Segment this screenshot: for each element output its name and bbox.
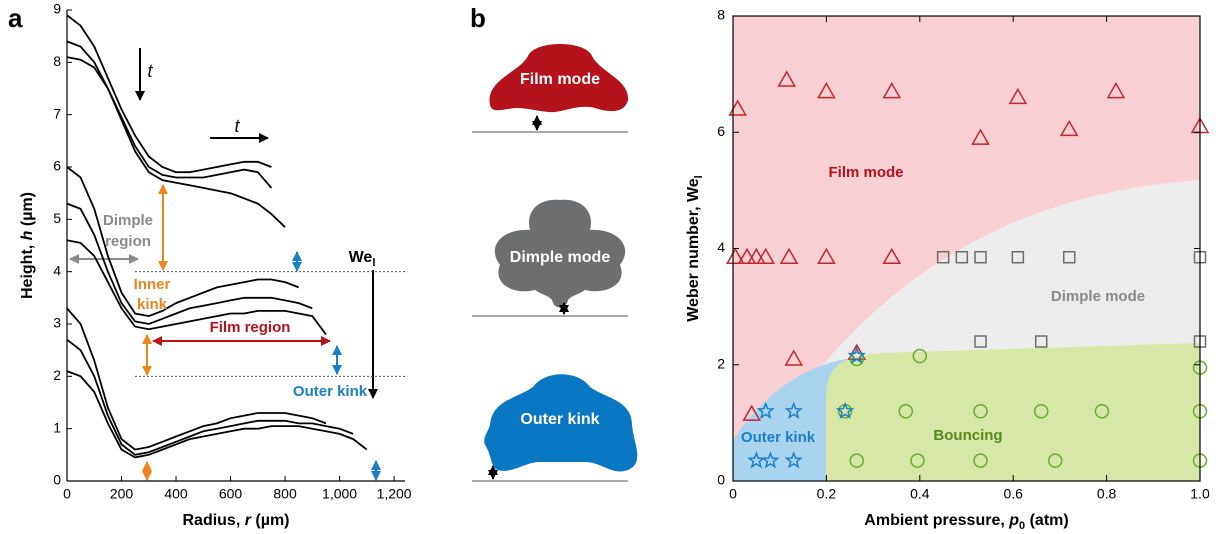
y-tick-label: 8 xyxy=(53,53,61,69)
y-tick-label: 2 xyxy=(53,367,61,383)
region-label: Outer kink xyxy=(741,429,816,446)
x-tick-label: 0.4 xyxy=(910,486,930,502)
x-tick-label: 600 xyxy=(219,486,243,502)
profile-curve xyxy=(67,57,285,227)
annotation-part: We xyxy=(349,249,373,266)
y-tick-label: 4 xyxy=(53,262,61,278)
x-tick-label: 200 xyxy=(110,486,134,502)
figure: b Film mode Dimple mode Outer kink a 0 1 2 3… xyxy=(0,0,1222,534)
x-axis-label-part: (atm) xyxy=(1025,512,1069,529)
y-axis-label-part: (µm) xyxy=(19,192,36,231)
annotation: region xyxy=(105,233,151,250)
annotation: Film region xyxy=(210,319,291,336)
panel-b: b Film mode Dimple mode Outer kink xyxy=(470,3,637,481)
x-tick-label: 1.0 xyxy=(1190,486,1210,502)
annotation: t xyxy=(234,116,240,136)
y-tick-label: 3 xyxy=(53,315,61,331)
x-tick-label: 0.2 xyxy=(817,486,837,502)
profile-curve xyxy=(67,167,299,316)
x-axis-label: Ambient pressure, p0 (atm) xyxy=(864,512,1068,532)
y-tick-label: 6 xyxy=(717,123,725,139)
y-tick-label: 8 xyxy=(717,7,725,23)
y-tick-label: 4 xyxy=(717,239,725,255)
x-tick-label: 0.6 xyxy=(1003,486,1023,502)
annotation: Inner xyxy=(134,276,171,293)
x-tick-label: 1,000 xyxy=(322,486,357,502)
y-tick-label: 9 xyxy=(53,1,61,17)
annotation: Wel xyxy=(349,249,376,269)
y-tick-label: 0 xyxy=(717,472,725,488)
annotation-part: l xyxy=(372,257,375,269)
y-axis-label: Height, h (µm) xyxy=(19,192,36,299)
x-tick-label: 400 xyxy=(164,486,188,502)
x-axis-label-part: Ambient pressure, xyxy=(864,512,1009,529)
y-tick-label: 6 xyxy=(53,158,61,174)
region-label: Dimple mode xyxy=(1051,288,1145,305)
profile-curve xyxy=(67,41,271,188)
shape-label: Outer kink xyxy=(520,411,599,428)
shape-label: Dimple mode xyxy=(510,249,611,266)
y-tick-label: 1 xyxy=(53,419,61,435)
y-axis-label-part: Height, xyxy=(19,240,36,299)
y-axis-label-part: Weber number, We xyxy=(685,178,702,322)
panel-a-arrows xyxy=(70,48,376,480)
y-tick-label: 0 xyxy=(53,472,61,488)
x-axis-label-part: Radius, xyxy=(182,512,244,529)
x-tick-label: 0 xyxy=(729,486,737,502)
region-label: Bouncing xyxy=(933,427,1002,444)
y-axis-label-part: h xyxy=(19,230,36,240)
y-axis-label-part: l xyxy=(693,175,705,178)
x-axis-label: Radius, r (µm) xyxy=(182,512,289,529)
x-axis-label-part: p xyxy=(1008,512,1019,529)
panel-label: b xyxy=(470,3,486,33)
region-bouncing xyxy=(826,343,1200,481)
profile-curve xyxy=(67,15,271,172)
annotation: Outer kink xyxy=(293,383,368,400)
y-tick-label: 5 xyxy=(53,210,61,226)
annotation: t xyxy=(147,61,153,81)
shape-label: Film mode xyxy=(520,71,600,88)
y-tick-label: 7 xyxy=(53,105,61,121)
annotation: Dimple xyxy=(103,212,153,229)
y-axis-label: Weber number, Wel xyxy=(685,175,705,322)
x-tick-label: 0 xyxy=(63,486,71,502)
x-tick-label: 0.8 xyxy=(1097,486,1117,502)
panel-label: a xyxy=(8,3,23,33)
x-axis-label-part: (µm) xyxy=(251,512,290,529)
annotation: kink xyxy=(137,296,168,313)
x-tick-label: 1,200 xyxy=(377,486,412,502)
x-tick-label: 800 xyxy=(273,486,297,502)
region-label: Film mode xyxy=(828,164,903,181)
y-tick-label: 2 xyxy=(717,355,725,371)
